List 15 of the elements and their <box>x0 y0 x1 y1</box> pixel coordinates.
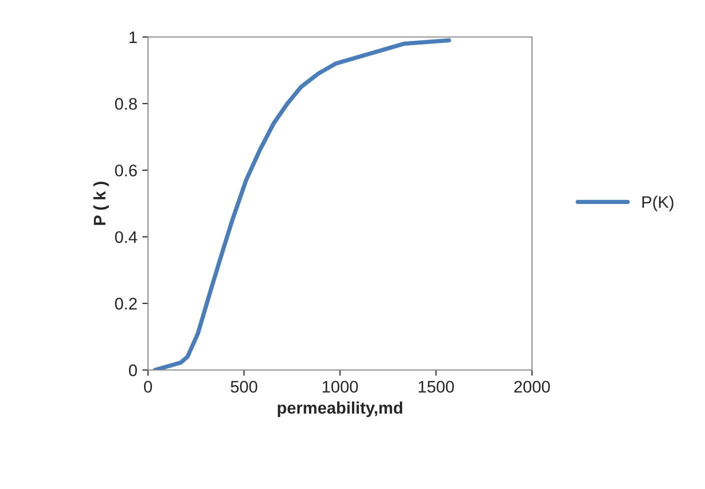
y-tick-label: 0.6 <box>115 164 137 176</box>
y-tick-label: 0.2 <box>115 298 137 310</box>
y-tick-label: 0.4 <box>115 231 138 244</box>
y-tick-label: 0.8 <box>115 98 137 110</box>
x-tick-label: 1000 <box>322 380 358 393</box>
line-series <box>152 38 452 370</box>
x-tick-label: 0 <box>144 380 152 393</box>
x-tick-label: 500 <box>230 380 258 393</box>
y-tick-label: 0 <box>128 364 137 376</box>
legend-label: P(K) <box>642 196 674 212</box>
x-tick-label: 1500 <box>418 380 454 393</box>
y-axis-title: P ( k ) <box>93 182 109 225</box>
y-tick-label: 1 <box>130 32 137 44</box>
x-tick-label: 2000 <box>514 380 550 393</box>
x-axis-title: permeability,md <box>278 402 402 418</box>
